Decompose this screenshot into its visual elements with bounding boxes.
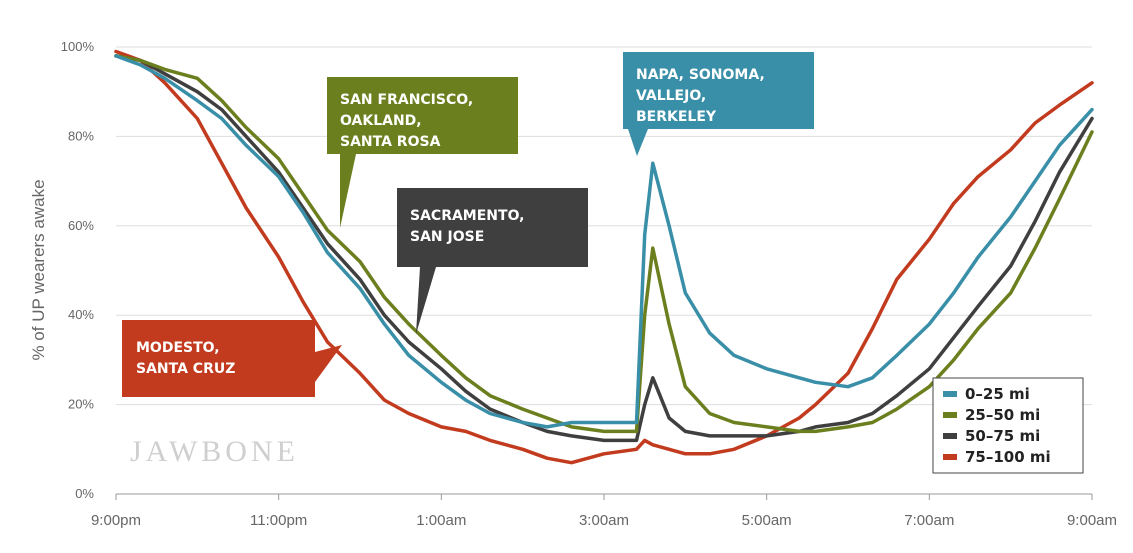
series-line-0 xyxy=(114,54,1094,429)
callout-line: SACRAMENTO, xyxy=(410,208,524,224)
series-lines xyxy=(114,49,1094,465)
legend: 0–25 mi 25–50 mi 50–75 mi 75–100 mi xyxy=(932,377,1084,474)
y-tick-label: 20% xyxy=(68,397,94,412)
callout-box xyxy=(122,320,315,397)
x-tick-label: 1:00am xyxy=(416,512,466,529)
y-tick-label: 80% xyxy=(68,128,94,143)
legend-label: 0–25 mi xyxy=(965,385,1030,403)
callout-line: SAN FRANCISCO, xyxy=(340,92,473,108)
y-tick-label: 40% xyxy=(68,307,94,322)
callout-line: SANTA ROSA xyxy=(340,134,441,150)
y-axis-label: % of UP wearers awake xyxy=(29,179,48,360)
x-tick-label: 7:00am xyxy=(904,512,954,529)
callout-pointer xyxy=(340,154,356,228)
callout-line: SAN JOSE xyxy=(410,229,484,245)
callouts: SAN FRANCISCO, OAKLAND, SANTA ROSA NAPA, SO… xyxy=(122,52,814,397)
x-tick-label: 11:00pm xyxy=(250,512,307,529)
x-tick-label: 5:00am xyxy=(742,512,792,529)
callout-1: NAPA, SONOMA, VALLEJO, BERKELEY xyxy=(623,52,814,156)
callout-box xyxy=(397,188,588,267)
callout-line: VALLEJO, xyxy=(636,88,706,104)
x-tick-label: 9:00am xyxy=(1067,512,1117,529)
x-tick-label: 3:00am xyxy=(579,512,629,529)
callout-2: SACRAMENTO, SAN JOSE xyxy=(397,188,588,334)
callout-line: NAPA, SONOMA, xyxy=(636,67,765,83)
series-line-3 xyxy=(114,49,1094,465)
callout-pointer xyxy=(315,345,342,382)
legend-swatch xyxy=(943,454,957,460)
y-tick-label: 0% xyxy=(75,486,94,501)
callout-line: OAKLAND, xyxy=(340,113,422,129)
y-tick-label: 100% xyxy=(61,39,95,54)
callout-line: BERKELEY xyxy=(636,109,717,125)
legend-label: 50–75 mi xyxy=(965,427,1040,445)
y-axis-ticks: 0% 20% 40% 60% 80% 100% xyxy=(61,39,95,501)
callout-box xyxy=(623,52,814,129)
callout-0: SAN FRANCISCO, OAKLAND, SANTA ROSA xyxy=(327,77,518,228)
legend-swatch xyxy=(943,412,957,418)
jawbone-watermark: JAWBONE xyxy=(130,435,299,468)
callout-box xyxy=(327,77,518,154)
callout-3: MODESTO, SANTA CRUZ xyxy=(122,320,342,397)
y-tick-label: 60% xyxy=(68,218,94,233)
callout-line: SANTA CRUZ xyxy=(136,361,235,377)
legend-box xyxy=(932,377,1084,474)
legend-label: 75–100 mi xyxy=(965,448,1051,466)
legend-label: 25–50 mi xyxy=(965,406,1040,424)
legend-swatch xyxy=(943,433,957,439)
x-axis-ticks: 9:00pm 11:00pm 1:00am 3:00am 5:00am 7:00am 9:0… xyxy=(91,494,1117,529)
callout-pointer xyxy=(416,267,436,334)
legend-swatch xyxy=(943,391,957,397)
callout-pointer xyxy=(628,129,648,156)
series-line-2 xyxy=(114,54,1094,443)
callout-line: MODESTO, xyxy=(136,340,220,356)
series-line-1 xyxy=(114,54,1094,434)
x-tick-label: 9:00pm xyxy=(91,512,141,529)
